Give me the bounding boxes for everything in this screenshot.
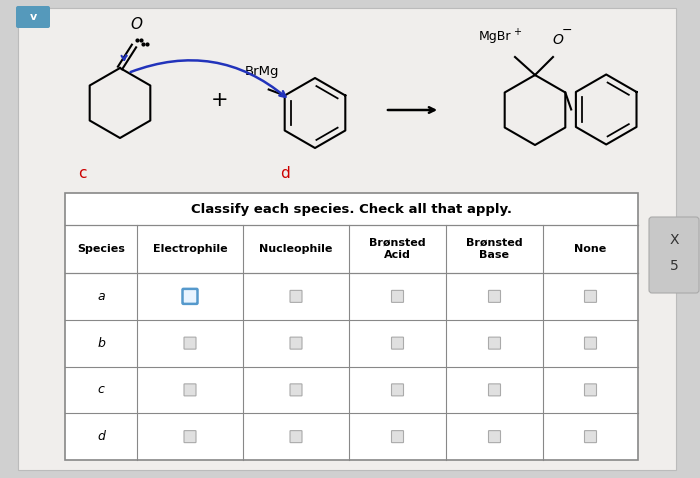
Text: Electrophile: Electrophile	[153, 244, 228, 254]
FancyBboxPatch shape	[584, 337, 596, 349]
FancyBboxPatch shape	[65, 193, 638, 460]
Text: −: −	[561, 24, 573, 37]
Text: X: X	[669, 233, 679, 247]
Text: d: d	[280, 165, 290, 181]
Text: MgBr: MgBr	[479, 30, 511, 43]
FancyBboxPatch shape	[489, 290, 500, 303]
FancyBboxPatch shape	[391, 431, 403, 443]
FancyBboxPatch shape	[184, 431, 196, 443]
Text: 5: 5	[670, 259, 678, 273]
FancyBboxPatch shape	[584, 290, 596, 303]
FancyBboxPatch shape	[391, 337, 403, 349]
Text: BrMg: BrMg	[244, 65, 279, 77]
Text: Species: Species	[77, 244, 125, 254]
Text: +: +	[211, 90, 229, 110]
Text: Brønsted
Base: Brønsted Base	[466, 238, 523, 260]
Text: Nucleophile: Nucleophile	[259, 244, 332, 254]
FancyBboxPatch shape	[184, 384, 196, 396]
FancyBboxPatch shape	[183, 289, 197, 304]
FancyBboxPatch shape	[584, 384, 596, 396]
FancyBboxPatch shape	[489, 431, 500, 443]
FancyBboxPatch shape	[391, 290, 403, 303]
Text: c: c	[97, 383, 104, 396]
FancyBboxPatch shape	[290, 431, 302, 443]
FancyBboxPatch shape	[391, 384, 403, 396]
Text: c: c	[78, 165, 86, 181]
Text: b: b	[97, 337, 105, 349]
Text: Brønsted
Acid: Brønsted Acid	[369, 238, 426, 260]
Text: O: O	[130, 17, 142, 32]
FancyBboxPatch shape	[16, 6, 50, 28]
FancyBboxPatch shape	[290, 384, 302, 396]
Text: Classify each species. Check all that apply.: Classify each species. Check all that ap…	[191, 203, 512, 216]
FancyBboxPatch shape	[489, 384, 500, 396]
Text: a: a	[97, 290, 105, 303]
FancyBboxPatch shape	[489, 337, 500, 349]
FancyBboxPatch shape	[649, 217, 699, 293]
FancyBboxPatch shape	[290, 337, 302, 349]
FancyBboxPatch shape	[290, 290, 302, 303]
Text: +: +	[513, 27, 521, 37]
Text: d: d	[97, 430, 105, 443]
FancyArrowPatch shape	[122, 55, 127, 60]
Text: v: v	[29, 12, 36, 22]
FancyBboxPatch shape	[184, 337, 196, 349]
Text: None: None	[575, 244, 607, 254]
FancyArrowPatch shape	[131, 60, 286, 97]
FancyBboxPatch shape	[584, 431, 596, 443]
Text: O: O	[552, 33, 564, 47]
FancyBboxPatch shape	[18, 8, 676, 470]
